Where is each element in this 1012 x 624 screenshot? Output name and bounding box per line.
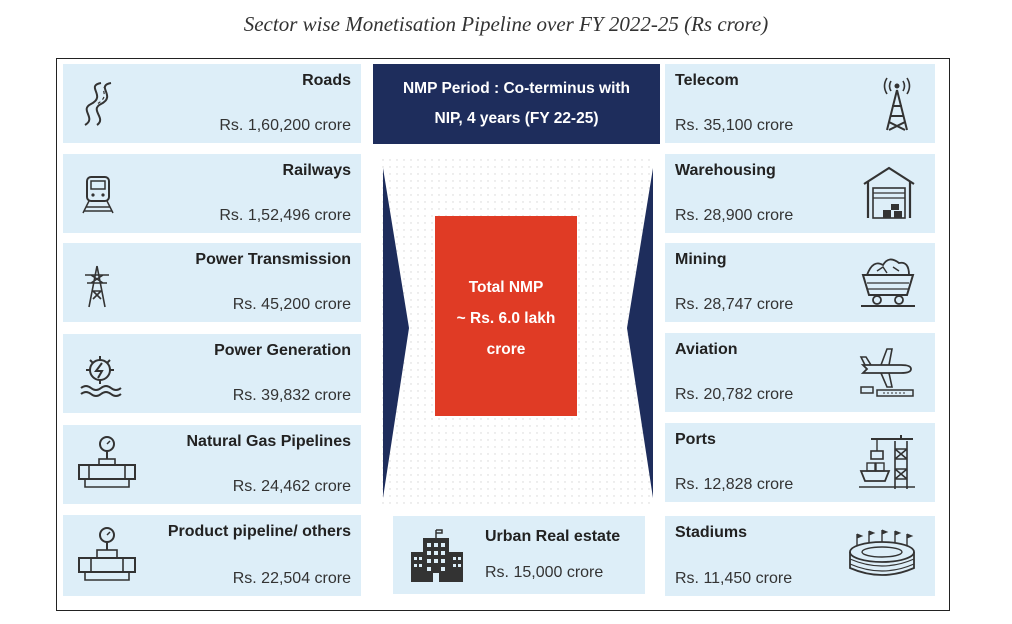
total-nmp-box: Total NMP ~ Rs. 6.0 lakh crore (435, 216, 577, 416)
sector-name: Roads (302, 72, 351, 89)
sector-value: Rs. 20,782 crore (675, 386, 794, 403)
transmission-tower-icon (77, 263, 117, 309)
total-nmp-line-2: ~ Rs. 6.0 lakh (456, 310, 556, 327)
sector-value: Rs. 22,504 crore (232, 570, 351, 587)
nmp-period-box: NMP Period : Co-terminus with NIP, 4 yea… (373, 64, 660, 144)
sector-value: Rs. 39,832 crore (232, 387, 351, 404)
sector-value: Rs. 1,60,200 crore (219, 117, 351, 134)
sector-name: Railways (282, 162, 351, 179)
sector-value: Rs. 24,462 crore (232, 478, 351, 495)
sector-card-natural-gas-pipelines: Natural Gas Pipelines Rs. 24,462 crore (63, 425, 361, 504)
pipeline-valve-icon (77, 525, 137, 585)
sector-card-roads: Roads Rs. 1,60,200 crore (63, 64, 361, 143)
sector-value: Rs. 12,828 crore (675, 476, 794, 493)
warehouse-icon (861, 164, 917, 220)
nmp-period-line-2: NIP, 4 years (FY 22-25) (434, 110, 599, 127)
total-nmp-line-1: Total NMP (468, 279, 544, 296)
train-icon (77, 174, 119, 216)
stadium-icon (847, 526, 917, 584)
sector-name: Natural Gas Pipelines (186, 433, 351, 450)
left-arrow-shape (383, 168, 409, 498)
mining-cart-icon (859, 253, 917, 309)
sector-value: Rs. 35,100 crore (675, 117, 794, 134)
sector-name: Stadiums (675, 524, 748, 541)
telecom-tower-icon (877, 76, 917, 132)
building-icon (409, 528, 465, 584)
sector-name: Telecom (675, 72, 739, 89)
sector-name: Product pipeline/ others (167, 523, 351, 540)
sector-value: Rs. 28,900 crore (675, 207, 794, 224)
pipeline-icon (77, 435, 137, 493)
sector-card-power-generation: Power Generation Rs. 39,832 crore (63, 334, 361, 413)
sector-value: Rs. 11,450 crore (675, 570, 793, 587)
sector-card-power-transmission: Power Transmission Rs. 45,200 crore (63, 243, 361, 322)
road-icon (77, 80, 121, 128)
sector-name: Power Transmission (195, 251, 351, 268)
airplane-icon (857, 343, 917, 399)
sector-value: Rs. 1,52,496 crore (219, 207, 351, 224)
sector-card-ports: Ports Rs. 12,828 crore (665, 423, 935, 502)
sector-name: Aviation (675, 341, 738, 358)
diagram-title: Sector wise Monetisation Pipeline over F… (243, 12, 769, 36)
sector-value: Rs. 45,200 crore (232, 296, 351, 313)
sector-name: Urban Real estate (485, 528, 621, 545)
sector-name: Ports (675, 431, 716, 448)
power-plant-icon (77, 354, 123, 398)
sector-name: Warehousing (675, 162, 776, 179)
nmp-period-line-1: NMP Period : Co-terminus with (402, 80, 631, 97)
sector-name: Power Generation (214, 342, 351, 359)
sector-value: Rs. 15,000 crore (485, 564, 604, 581)
sector-card-telecom: Telecom Rs. 35,100 crore (665, 64, 935, 143)
sector-card-mining: Mining Rs. 28,747 crore (665, 243, 935, 322)
sector-card-urban-real-estate: Urban Real estate Rs. 15,000 crore (393, 516, 645, 594)
right-arrow-shape (627, 168, 653, 498)
sector-card-product-pipeline: Product pipeline/ others Rs. 22,504 cror… (63, 515, 361, 596)
sector-card-aviation: Aviation Rs. 20,782 crore (665, 333, 935, 412)
sector-card-railways: Railways Rs. 1,52,496 crore (63, 154, 361, 233)
sector-card-warehousing: Warehousing Rs. 28,900 crore (665, 154, 935, 233)
sector-name: Mining (675, 251, 727, 268)
sector-value: Rs. 28,747 crore (675, 296, 794, 313)
total-nmp-line-3: crore (486, 341, 526, 358)
port-crane-icon (857, 433, 917, 491)
sector-card-stadiums: Stadiums Rs. 11,450 crore (665, 516, 935, 596)
